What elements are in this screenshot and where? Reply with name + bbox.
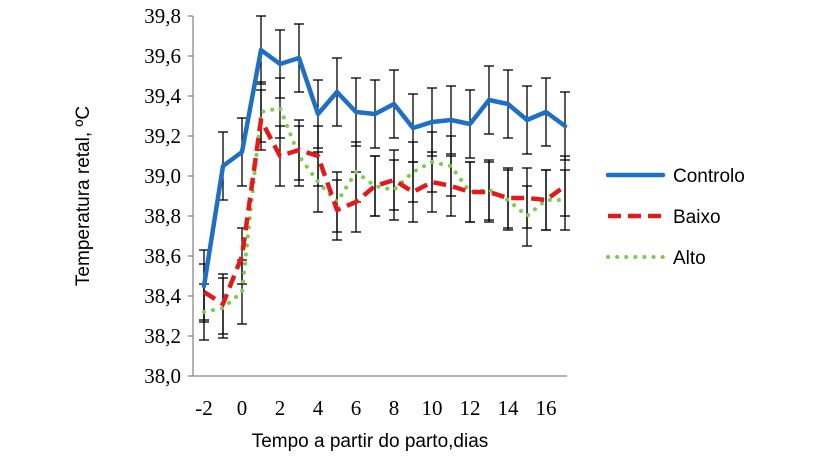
x-tick-label: 14: [498, 396, 520, 420]
y-tick-label: 38,2: [144, 324, 181, 348]
error-bar: [560, 169, 570, 231]
x-tick-label: 2: [275, 396, 286, 420]
y-tick-label: 38,4: [144, 284, 181, 308]
x-tick-label: 6: [351, 396, 362, 420]
y-tick-label: 38,6: [144, 244, 181, 268]
error-bar: [294, 125, 304, 187]
y-tick-label: 38,8: [144, 204, 181, 228]
y-axis-title: Temperatura retal, ºC: [73, 106, 94, 286]
error-bar: [370, 155, 380, 217]
y-tick-label: 38,0: [144, 364, 181, 388]
y-tick-label: 39,8: [144, 4, 181, 28]
series-line-alto: [202, 106, 567, 314]
x-axis-title: Tempo a partir do parto,dias: [252, 431, 489, 452]
legend-label-alto: Alto: [673, 248, 706, 269]
series-line-baixo: [202, 117, 567, 307]
error-bar: [465, 161, 475, 223]
y-tick-label: 39,4: [144, 84, 181, 108]
x-tick-label: 16: [536, 396, 557, 420]
x-tick-label: 8: [389, 396, 400, 420]
x-tick-label: 0: [237, 396, 248, 420]
error-bar: [408, 141, 418, 203]
series-line-controlo: [201, 47, 568, 289]
y-tick-label: 39,2: [144, 124, 181, 148]
x-tick-label: 12: [460, 396, 481, 420]
error-bar: [389, 159, 399, 221]
legend-label-controlo: Controlo: [673, 166, 745, 187]
y-tick-label: 39,0: [144, 164, 181, 188]
x-tick-label: 4: [313, 396, 324, 420]
error-bar: [541, 169, 551, 231]
y-tick-label: 39,6: [144, 44, 181, 68]
x-tick-label: 10: [422, 396, 443, 420]
legend-label-baixo: Baixo: [673, 207, 721, 228]
error-bar: [484, 159, 494, 221]
x-tick-label: -2: [195, 396, 213, 420]
